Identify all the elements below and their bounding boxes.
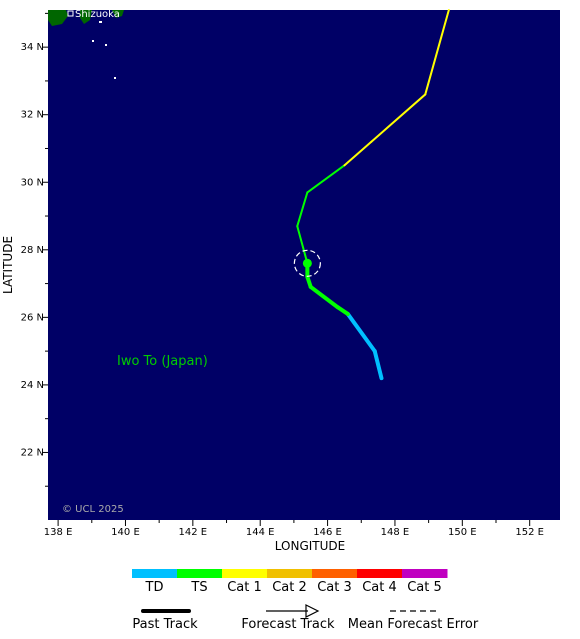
honshu-coast — [48, 10, 68, 26]
izu-island-3 — [105, 44, 107, 46]
legend-label-cat-2: Cat 2 — [272, 580, 307, 595]
legend-label-ts: TS — [190, 580, 207, 595]
lat-tick-label: 22 N — [21, 447, 44, 458]
izu-island-1 — [99, 21, 102, 23]
forecast-track-segment — [424, 9, 450, 96]
lat-tick-label: 28 N — [21, 245, 44, 256]
lat-tick-label: 32 N — [21, 110, 44, 121]
forecast-track-segment — [343, 140, 373, 167]
past-track-segment — [335, 305, 350, 316]
y-axis-title: LATITUDE — [1, 236, 15, 294]
forecast-track-segment — [306, 164, 346, 194]
mean-error-label: Mean Forecast Error — [348, 617, 479, 632]
legend-swatch-cat-1 — [222, 569, 268, 578]
category-legend: TD TS Cat 1 Cat 2 Cat 3 Cat 4 Cat 5 — [132, 569, 448, 595]
lon-tick-label: 142 E — [179, 527, 208, 538]
legend-swatch-td — [132, 569, 178, 578]
izu-island-4 — [114, 77, 116, 79]
place-label-iwo-to: Iwo To (Japan) — [117, 354, 208, 369]
lon-tick-label: 144 E — [246, 527, 275, 538]
izu-peninsula — [80, 10, 92, 24]
lon-tick-label: 152 E — [515, 527, 544, 538]
past-track-label: Past Track — [132, 617, 198, 632]
lon-tick-label: 146 E — [313, 527, 342, 538]
past-track-segment — [345, 311, 377, 354]
x-axis-title: LONGITUDE — [275, 539, 345, 553]
lon-tick-label: 150 E — [448, 527, 477, 538]
legend-swatch-ts — [177, 569, 223, 578]
legend-label-cat-3: Cat 3 — [317, 580, 352, 595]
lat-tick-label: 34 N — [21, 42, 44, 53]
forecast-track-segment — [370, 93, 427, 143]
legend-label-cat-1: Cat 1 — [227, 580, 262, 595]
track-type-legend: Past Track Forecast Track Mean Forecast … — [132, 604, 479, 632]
lat-tick-label: 30 N — [21, 177, 44, 188]
forecast-track-label: Forecast Track — [241, 617, 335, 632]
lat-tick-label: 24 N — [21, 380, 44, 391]
city-marker: Shizuoka — [67, 9, 120, 20]
forecast-track-segment — [296, 225, 309, 265]
legend-label-cat-4: Cat 4 — [362, 580, 397, 595]
storm-track — [293, 9, 450, 381]
mean-forecast-error-circle — [293, 249, 321, 277]
land-masses — [48, 10, 124, 79]
legend-label-cat-5: Cat 5 — [407, 580, 442, 595]
forecast-arrow-icon — [305, 604, 320, 618]
forecast-track-segment — [296, 191, 309, 228]
boso-coast — [112, 10, 124, 18]
legend-label-td: TD — [145, 580, 164, 595]
lon-tick-label: 138 E — [44, 527, 73, 538]
copyright-text: © UCL 2025 — [62, 504, 124, 515]
past-track-segment — [372, 349, 384, 381]
legend-swatch-cat-3 — [312, 569, 358, 578]
lon-tick-label: 140 E — [111, 527, 140, 538]
legend-swatch-cat-4 — [357, 569, 403, 578]
legend-swatch-cat-2 — [267, 569, 313, 578]
lat-tick-label: 26 N — [21, 312, 44, 323]
lon-tick-label: 148 E — [381, 527, 410, 538]
izu-island-2 — [92, 40, 94, 42]
axes: 138 E 140 E 142 E 144 E 146 E 148 E 150 E 152 E… — [21, 12, 544, 538]
legend-swatch-cat-5 — [402, 569, 448, 578]
city-label: Shizuoka — [75, 9, 120, 20]
city-marker-square — [67, 10, 74, 17]
current-position-marker — [302, 258, 312, 268]
past-track-segment — [308, 284, 340, 310]
